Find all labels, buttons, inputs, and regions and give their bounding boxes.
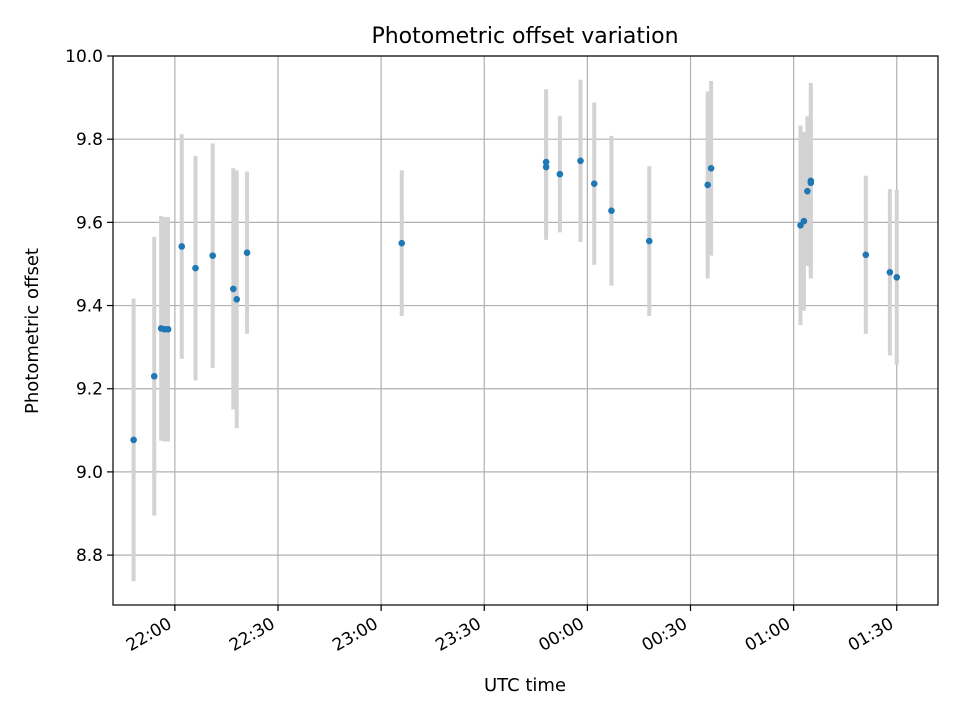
data-point xyxy=(577,157,584,165)
data-point xyxy=(209,252,216,259)
data-point xyxy=(862,251,870,259)
y-tick-label: 9.4 xyxy=(76,297,103,317)
data-point xyxy=(542,163,550,171)
data-point xyxy=(893,273,901,281)
y-tick-label: 9.0 xyxy=(76,463,103,483)
y-axis-label: Photometric offset xyxy=(22,248,43,414)
data-point xyxy=(233,296,241,303)
y-tick-label: 9.6 xyxy=(76,213,103,233)
data-point xyxy=(178,243,186,250)
data-point xyxy=(590,180,598,187)
data-point xyxy=(243,249,251,257)
x-axis-label: UTC time xyxy=(484,675,566,696)
data-point xyxy=(150,372,158,380)
data-point xyxy=(192,264,199,272)
data-point xyxy=(164,325,172,333)
plot-frame xyxy=(112,55,939,606)
data-point xyxy=(398,239,406,247)
y-axis-ticks: 8.8 9.0 9.2 9.4 9.6 9.8 10.0 xyxy=(65,47,113,566)
data-point xyxy=(608,207,615,215)
data-point xyxy=(804,187,811,195)
data-point xyxy=(645,237,653,245)
chart-title: Photometric offset variation xyxy=(371,24,678,49)
data-point xyxy=(800,217,808,225)
data-point xyxy=(556,170,564,178)
y-tick-label: 10.0 xyxy=(65,47,103,67)
data-point xyxy=(542,158,550,166)
data-point xyxy=(707,164,715,172)
data-point xyxy=(230,285,237,293)
data-point xyxy=(807,179,815,187)
y-tick-label: 9.8 xyxy=(76,130,103,150)
data-point xyxy=(704,181,711,189)
y-tick-label: 8.8 xyxy=(76,546,103,566)
data-points xyxy=(130,157,901,444)
data-point xyxy=(886,268,894,276)
data-point xyxy=(130,436,137,444)
y-tick-label: 9.2 xyxy=(76,380,103,400)
